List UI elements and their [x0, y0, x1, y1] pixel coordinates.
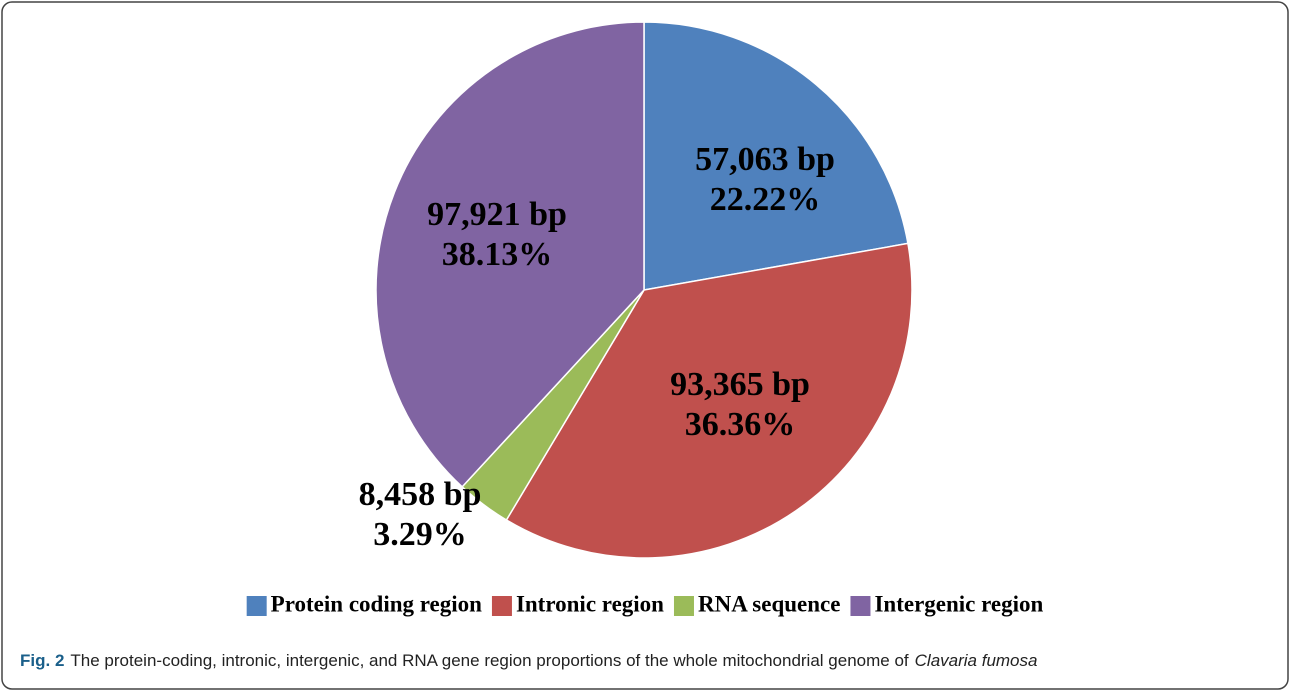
caption-species: Clavaria fumosa	[915, 651, 1038, 670]
pie-slice	[643, 21, 909, 291]
pie-slice	[505, 242, 913, 559]
legend-swatch	[850, 596, 871, 616]
legend-label: Intronic region	[516, 591, 664, 616]
pie-slice	[375, 21, 645, 488]
slice-size-label: 57,063 bp	[695, 141, 835, 178]
slice-size-label: 8,458 bp	[359, 476, 482, 513]
slice-percent-label: 3.29%	[373, 516, 467, 553]
legend-label: Intergenic region	[874, 591, 1043, 616]
caption: Fig. 2 The protein-coding, intronic, inte…	[20, 651, 1037, 670]
slice-size-label: 97,921 bp	[427, 196, 567, 233]
slice-percent-label: 36.36%	[685, 406, 796, 443]
legend-swatch	[246, 596, 267, 616]
legend-swatch	[491, 596, 512, 616]
caption-label: Fig. 2	[20, 651, 64, 670]
legend-label: Protein coding region	[271, 591, 482, 616]
legend-swatch	[673, 596, 694, 616]
legend-label: RNA sequence	[698, 591, 840, 616]
slice-percent-label: 38.13%	[442, 236, 553, 273]
caption-text: The protein-coding, intronic, intergenic…	[70, 651, 908, 670]
slice-size-label: 93,365 bp	[670, 366, 810, 403]
slice-percent-label: 22.22%	[710, 181, 821, 218]
